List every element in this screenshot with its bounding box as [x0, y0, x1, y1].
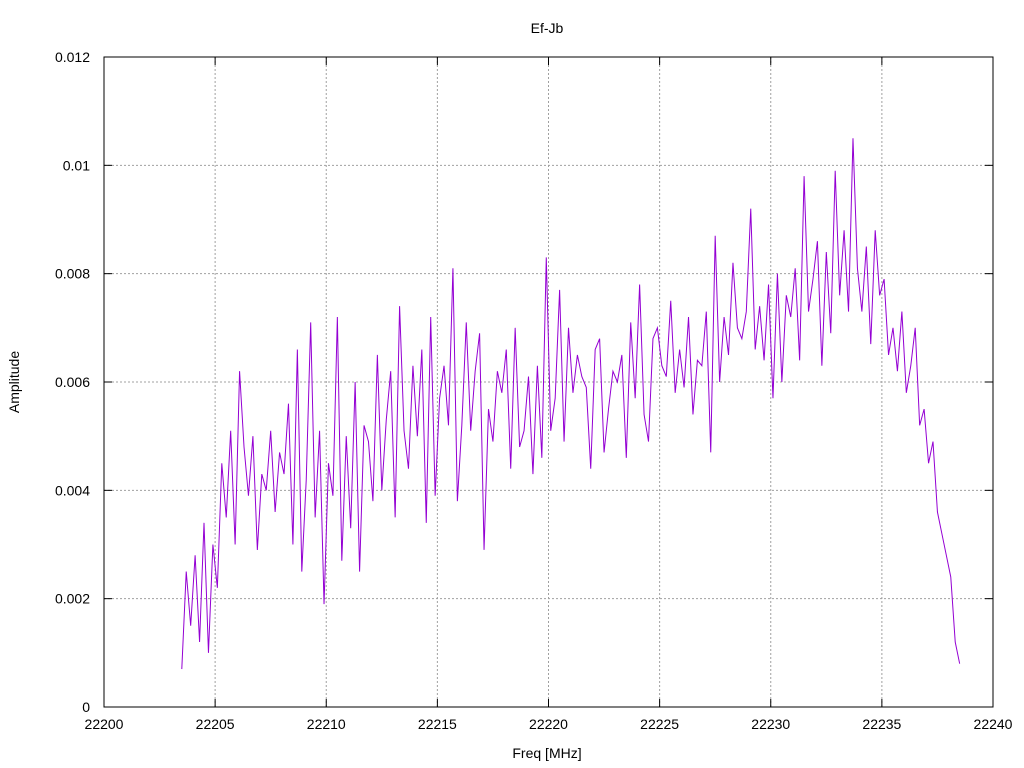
- x-tick-label: 22220: [529, 716, 568, 732]
- y-tick-label: 0.002: [55, 591, 90, 607]
- y-tick-label: 0.008: [55, 266, 90, 282]
- tick-labels: 22200 22205 22210 22215 22220 22225 22230 22235…: [55, 49, 1013, 732]
- y-tick-label: 0.01: [63, 157, 90, 173]
- x-tick-label: 22225: [640, 716, 679, 732]
- y-tick-label: 0.006: [55, 374, 90, 390]
- x-tick-label: 22205: [196, 716, 235, 732]
- axis-ticks: [103, 56, 994, 708]
- y-tick-label: 0: [82, 699, 90, 715]
- y-axis-label: Amplitude: [6, 351, 22, 413]
- y-tick-label: 0.012: [55, 49, 90, 65]
- x-tick-label: 22240: [974, 716, 1013, 732]
- x-tick-label: 22215: [418, 716, 457, 732]
- series-group: [181, 138, 961, 670]
- y-tick-label: 0.004: [55, 482, 90, 498]
- x-axis-label: Freq [MHz]: [512, 745, 581, 761]
- x-tick-label: 22210: [307, 716, 346, 732]
- x-tick-label: 22230: [751, 716, 790, 732]
- x-tick-label: 22200: [85, 716, 124, 732]
- x-tick-label: 22235: [862, 716, 901, 732]
- series-line: [181, 138, 961, 670]
- chart-title: Ef-Jb: [531, 20, 564, 36]
- grid-lines: [104, 57, 993, 707]
